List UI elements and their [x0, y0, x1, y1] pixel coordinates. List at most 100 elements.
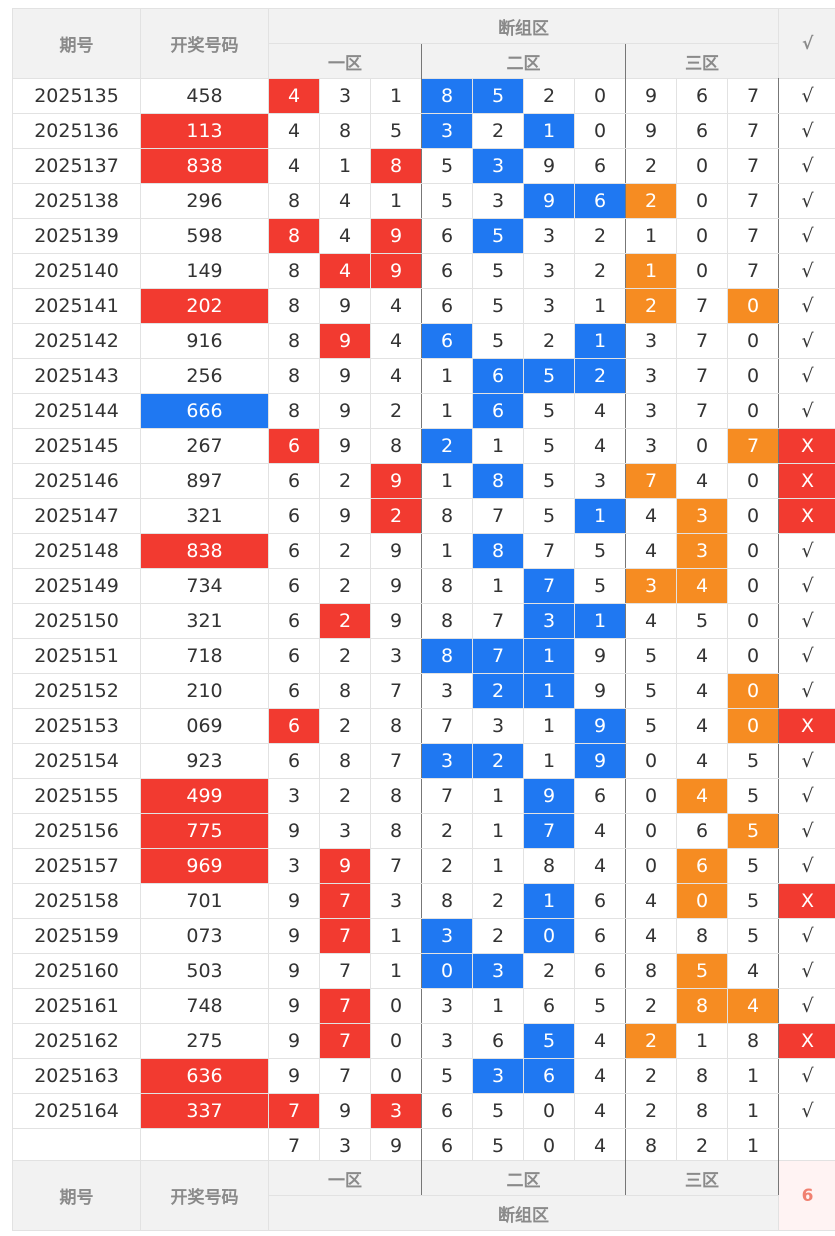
table-row: 2025157 969 3 9 7 2 1 8 4 0 6 5 √	[12, 848, 835, 884]
digit-cell: 2	[625, 148, 677, 184]
digit-cell: 5	[727, 813, 779, 849]
digit-cell: 9	[370, 603, 422, 639]
digit-cell: 9	[625, 113, 677, 149]
status-cell: √	[778, 638, 835, 674]
digit-cell: 8	[268, 253, 320, 289]
digit-cell: 0	[523, 918, 575, 954]
footer-miss-count: 6	[778, 1160, 835, 1231]
digit-cell: 3	[370, 883, 422, 919]
digit-cell: 4	[268, 78, 320, 114]
period-cell: 2025143	[12, 358, 141, 394]
digit-cell: 7	[523, 568, 575, 604]
digit-cell: 4	[625, 533, 677, 569]
digit-cell: 1	[370, 953, 422, 989]
digit-cell: 1	[421, 463, 473, 499]
digit-cell: 5	[472, 288, 524, 324]
period-cell: 2025164	[12, 1093, 141, 1129]
period-cell: 2025149	[12, 568, 141, 604]
digit-cell: 4	[574, 428, 626, 464]
digit-cell: 5	[727, 743, 779, 779]
draw-number-cell: 503	[140, 953, 269, 989]
digit-cell: 8	[268, 288, 320, 324]
digit-cell: 2	[472, 743, 524, 779]
digit-cell: 3	[370, 638, 422, 674]
status-cell: X	[778, 463, 835, 499]
digit-cell: 3	[676, 498, 728, 534]
digit-cell: 9	[319, 498, 371, 534]
digit-cell: 8	[370, 778, 422, 814]
draw-number-cell: 923	[140, 743, 269, 779]
digit-cell: 9	[319, 848, 371, 884]
digit-cell: 1	[523, 883, 575, 919]
digit-cell: 8	[472, 463, 524, 499]
digit-cell: 5	[574, 568, 626, 604]
digit-cell: 3	[472, 708, 524, 744]
digit-cell: 3	[421, 918, 473, 954]
status-cell: √	[778, 918, 835, 954]
digit-cell: 9	[268, 953, 320, 989]
footer-section: 断组区	[267, 1195, 780, 1231]
digit-cell: 5	[625, 708, 677, 744]
draw-number-cell: 916	[140, 323, 269, 359]
digit-cell: 5	[370, 113, 422, 149]
digit-cell: 0	[370, 1058, 422, 1094]
table-row: 2025139 598 8 4 9 6 5 3 2 1 0 7 √	[12, 218, 835, 254]
status-cell: √	[778, 813, 835, 849]
digit-cell: 6	[676, 848, 728, 884]
digit-cell: 7	[727, 218, 779, 254]
digit-cell: 1	[472, 428, 524, 464]
digit-cell: 2	[625, 1058, 677, 1094]
digit-cell: 9	[370, 533, 422, 569]
digit-cell: 1	[574, 603, 626, 639]
digit-cell: 4	[625, 498, 677, 534]
digit-cell: 4	[574, 848, 626, 884]
period-cell: 2025142	[12, 323, 141, 359]
table-row: 2025161 748 9 7 0 3 1 6 5 2 8 4 √	[12, 988, 835, 1024]
period-cell: 2025140	[12, 253, 141, 289]
digit-cell: 8	[625, 953, 677, 989]
digit-cell: 2	[625, 1093, 677, 1129]
status-cell: √	[778, 358, 835, 394]
period-cell: 2025137	[12, 148, 141, 184]
digit-cell: 2	[625, 183, 677, 219]
digit-cell: 0	[574, 113, 626, 149]
status-cell: √	[778, 1058, 835, 1094]
digit-cell: 6	[421, 1093, 473, 1129]
digit-cell: 6	[421, 218, 473, 254]
period-cell: 2025152	[12, 673, 141, 709]
digit-cell: 7	[472, 498, 524, 534]
digit-cell: 7	[319, 883, 371, 919]
digit-cell: 0	[727, 393, 779, 429]
digit-cell: 5	[727, 848, 779, 884]
digit-cell: 3	[319, 813, 371, 849]
digit-cell: 0	[727, 358, 779, 394]
digit-cell: 9	[268, 1058, 320, 1094]
digit-cell: 5	[472, 1128, 524, 1164]
digit-cell: 7	[727, 113, 779, 149]
digit-cell: 9	[574, 673, 626, 709]
status-cell: √	[778, 1093, 835, 1129]
digit-cell: 7	[472, 638, 524, 674]
period-cell: 2025156	[12, 813, 141, 849]
digit-cell: 1	[523, 638, 575, 674]
digit-cell: 4	[625, 603, 677, 639]
digit-cell: 6	[268, 673, 320, 709]
digit-cell: 7	[676, 288, 728, 324]
digit-cell: 1	[727, 1128, 779, 1164]
digit-cell: 6	[676, 813, 728, 849]
digit-cell: 1	[625, 218, 677, 254]
table-row: 2025144 666 8 9 2 1 6 5 4 3 7 0 √	[12, 393, 835, 429]
draw-number-cell: 149	[140, 253, 269, 289]
digit-cell: 7	[727, 428, 779, 464]
digit-cell: 1	[472, 988, 524, 1024]
digit-cell: 5	[421, 148, 473, 184]
digit-cell: 7	[319, 1058, 371, 1094]
digit-cell: 3	[421, 1023, 473, 1059]
status-cell: √	[778, 953, 835, 989]
table-row: 2025137 838 4 1 8 5 3 9 6 2 0 7 √	[12, 148, 835, 184]
status-cell: √	[778, 603, 835, 639]
digit-cell: 0	[625, 848, 677, 884]
digit-cell: 8	[319, 743, 371, 779]
